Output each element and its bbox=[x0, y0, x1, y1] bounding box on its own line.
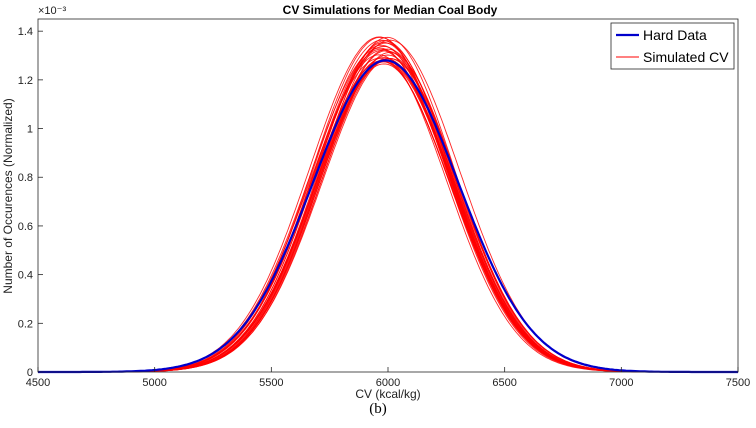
y-exponent-label: ×10⁻³ bbox=[38, 5, 66, 17]
y-tick-label: 1 bbox=[27, 124, 33, 136]
y-ticks: 0 0.2 0.4 0.6 0.8 1 1.2 1.4 bbox=[18, 26, 43, 379]
y-tick-label: 1.4 bbox=[18, 26, 33, 38]
x-tick-label: 7000 bbox=[609, 377, 633, 389]
x-axis-label: CV (kcal/kg) bbox=[355, 387, 420, 401]
x-tick-label: 7500 bbox=[726, 377, 750, 389]
y-tick-label: 0.4 bbox=[18, 270, 33, 282]
y-tick-label: 0.2 bbox=[18, 318, 33, 330]
x-tick-label: 5500 bbox=[259, 377, 283, 389]
figure-caption: (b) bbox=[369, 401, 387, 417]
y-tick-label: 0.8 bbox=[18, 172, 33, 184]
y-tick-label: 1.2 bbox=[18, 75, 33, 87]
legend[interactable]: Hard Data Simulated CV bbox=[610, 22, 735, 70]
x-tick-label: 5000 bbox=[142, 377, 166, 389]
chart-title: CV Simulations for Median Coal Body bbox=[283, 3, 498, 17]
x-tick-label: 6000 bbox=[376, 377, 400, 389]
legend-box bbox=[610, 22, 735, 70]
y-tick-label: 0.6 bbox=[18, 221, 33, 233]
legend-label-hard-data: Hard Data bbox=[643, 27, 707, 43]
y-tick-label: 0 bbox=[27, 367, 33, 379]
x-ticks: 4500 5000 5500 6000 6500 7000 7500 bbox=[26, 367, 750, 389]
legend-label-simulated-cv: Simulated CV bbox=[643, 49, 729, 65]
y-axis-label: Number of Occurences (Normalized) bbox=[1, 98, 15, 293]
x-tick-label: 4500 bbox=[26, 377, 50, 389]
plot-area bbox=[38, 19, 738, 372]
x-tick-label: 6500 bbox=[492, 377, 516, 389]
